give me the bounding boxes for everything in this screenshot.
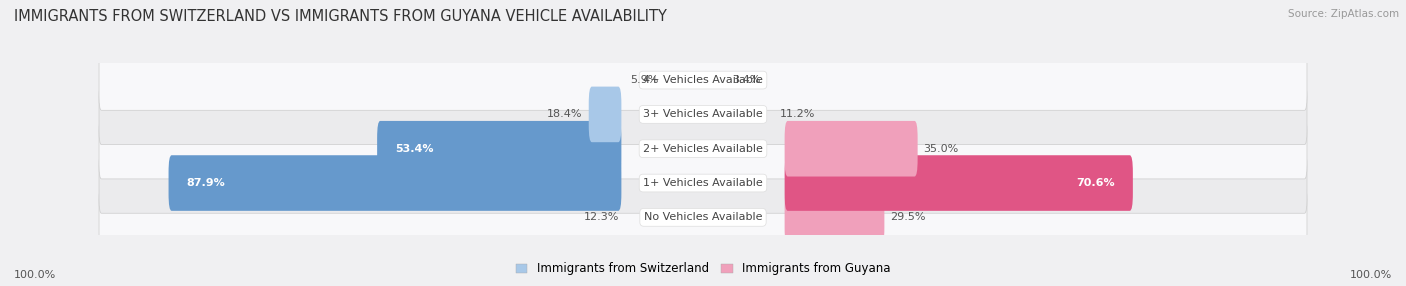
Text: Source: ZipAtlas.com: Source: ZipAtlas.com xyxy=(1288,9,1399,19)
Text: IMMIGRANTS FROM SWITZERLAND VS IMMIGRANTS FROM GUYANA VEHICLE AVAILABILITY: IMMIGRANTS FROM SWITZERLAND VS IMMIGRANT… xyxy=(14,9,666,23)
FancyBboxPatch shape xyxy=(785,155,1133,211)
FancyBboxPatch shape xyxy=(98,153,1308,213)
Legend: Immigrants from Switzerland, Immigrants from Guyana: Immigrants from Switzerland, Immigrants … xyxy=(510,258,896,280)
FancyBboxPatch shape xyxy=(785,190,884,245)
Text: 5.9%: 5.9% xyxy=(630,75,658,85)
Text: 29.5%: 29.5% xyxy=(890,212,927,222)
Text: 18.4%: 18.4% xyxy=(547,110,582,119)
Text: 12.3%: 12.3% xyxy=(583,212,620,222)
FancyBboxPatch shape xyxy=(785,121,918,176)
FancyBboxPatch shape xyxy=(98,84,1308,145)
Text: 100.0%: 100.0% xyxy=(1350,270,1392,280)
Text: 4+ Vehicles Available: 4+ Vehicles Available xyxy=(643,75,763,85)
Text: No Vehicles Available: No Vehicles Available xyxy=(644,212,762,222)
FancyBboxPatch shape xyxy=(98,50,1308,110)
FancyBboxPatch shape xyxy=(589,87,621,142)
FancyBboxPatch shape xyxy=(169,155,621,211)
FancyBboxPatch shape xyxy=(98,187,1308,248)
FancyBboxPatch shape xyxy=(377,121,621,176)
Text: 70.6%: 70.6% xyxy=(1076,178,1115,188)
Text: 53.4%: 53.4% xyxy=(395,144,434,154)
Text: 2+ Vehicles Available: 2+ Vehicles Available xyxy=(643,144,763,154)
FancyBboxPatch shape xyxy=(98,118,1308,179)
Text: 1+ Vehicles Available: 1+ Vehicles Available xyxy=(643,178,763,188)
Text: 35.0%: 35.0% xyxy=(924,144,959,154)
Text: 3+ Vehicles Available: 3+ Vehicles Available xyxy=(643,110,763,119)
Text: 3.4%: 3.4% xyxy=(733,75,761,85)
Text: 100.0%: 100.0% xyxy=(14,270,56,280)
Text: 11.2%: 11.2% xyxy=(780,110,815,119)
Text: 87.9%: 87.9% xyxy=(187,178,225,188)
